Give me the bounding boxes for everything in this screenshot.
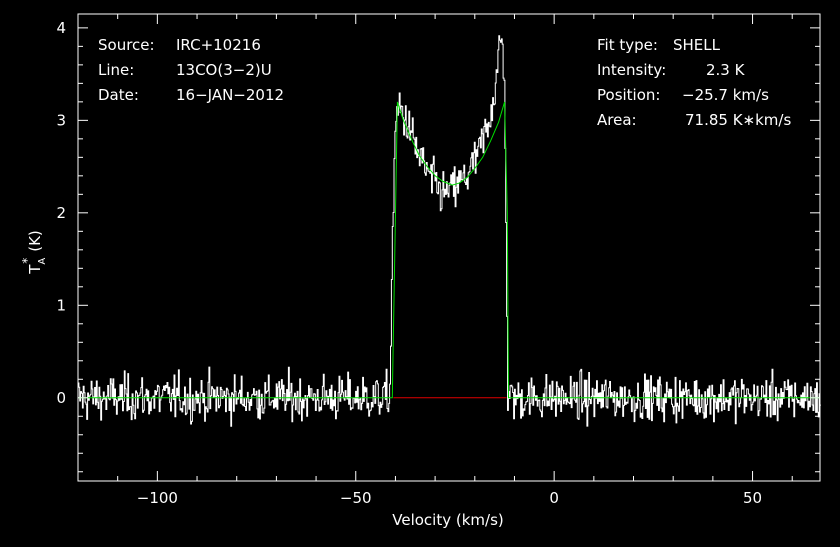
y-tick-label: 0 (56, 389, 66, 407)
x-tick-label: −100 (137, 489, 178, 507)
info-line-value: 13CO(3−2)U (176, 61, 272, 79)
info-area-value: 71.85 K∗km/s (685, 111, 791, 129)
spectrum-data-series (78, 35, 821, 427)
y-tick-label: 4 (56, 19, 66, 37)
data-layer (78, 35, 821, 427)
shell-fit-line (78, 101, 820, 399)
y-axis-label-unit: (K) (26, 230, 44, 252)
info-date-value: 16−JAN−2012 (176, 86, 284, 104)
info-intensity-label: Intensity: (597, 61, 666, 79)
info-line-label: Line: (98, 61, 134, 79)
x-axis-label: Velocity (km/s) (392, 511, 503, 529)
y-axis-label-symbol: T (26, 264, 44, 275)
info-area-label: Area: (597, 111, 637, 129)
x-tick-label: 0 (549, 489, 559, 507)
x-tick-label: 50 (743, 489, 762, 507)
info-panel-right: Fit type: SHELL Intensity: 2.3 K Positio… (597, 36, 791, 129)
plot-frame (77, 13, 821, 482)
info-intensity-value: 2.3 K (706, 61, 746, 79)
info-source-value: IRC+10216 (176, 36, 261, 54)
info-panel-left: Source: IRC+10216 Line: 13CO(3−2)U Date:… (98, 36, 284, 104)
info-position-label: Position: (597, 86, 660, 104)
info-fit-type-value: SHELL (673, 36, 721, 54)
y-axis-label-superscript: * (20, 258, 34, 264)
x-tick-label: −50 (340, 489, 372, 507)
axis-layer: −100 −50 0 50 0 1 2 3 4 (56, 13, 821, 507)
info-date-label: Date: (98, 86, 139, 104)
y-tick-label: 1 (56, 296, 66, 314)
info-fit-type-label: Fit type: (597, 36, 658, 54)
y-axis-label: TA* (K) (20, 230, 48, 275)
svg-text:TA*(K): TA* (K) (20, 230, 48, 275)
info-source-label: Source: (98, 36, 155, 54)
y-tick-label: 3 (56, 111, 66, 129)
info-position-value: −25.7 km/s (682, 86, 769, 104)
y-tick-label: 2 (56, 204, 66, 222)
y-axis-label-subscript: A (37, 258, 48, 265)
